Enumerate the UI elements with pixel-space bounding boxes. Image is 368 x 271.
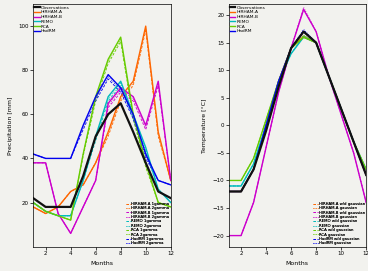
Legend: HIRHAM-A w/d gaussian, HIRHAM-A gaussian, HIRHAM-B w/d gaussian, HIRHAM-B gaussi: HIRHAM-A w/d gaussian, HIRHAM-A gaussian… [313, 202, 365, 246]
Y-axis label: Temperature [°C]: Temperature [°C] [202, 98, 207, 153]
X-axis label: Months: Months [91, 261, 113, 266]
Legend: HIRHAM-A 1gamma, HIRHAM-A 2gamma, HIRHAM-B 1gamma, HIRHAM-B 2gamma, REMO 1gamma,: HIRHAM-A 1gamma, HIRHAM-A 2gamma, HIRHAM… [125, 202, 170, 246]
X-axis label: Months: Months [286, 261, 309, 266]
Y-axis label: Precipitation [mm]: Precipitation [mm] [8, 96, 13, 154]
